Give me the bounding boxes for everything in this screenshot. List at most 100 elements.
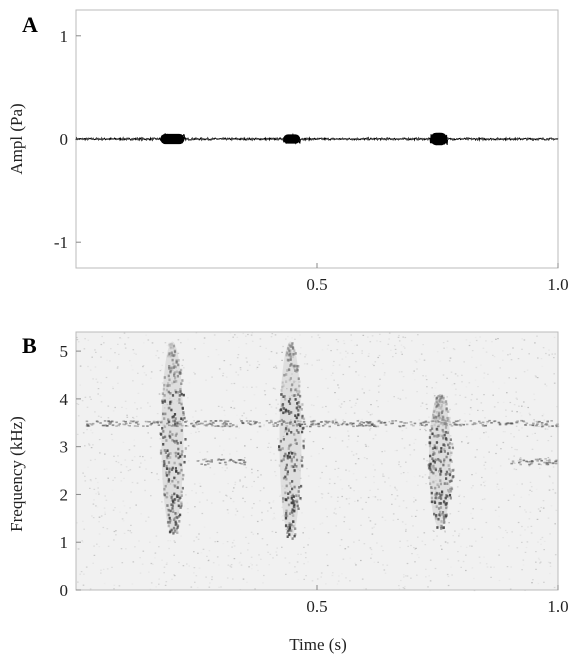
noise-speck	[518, 429, 520, 431]
noise-speck	[110, 348, 112, 350]
noise-speck	[203, 342, 205, 344]
call-speck	[301, 430, 304, 434]
call-speck	[440, 525, 443, 528]
call-speck	[285, 466, 288, 469]
call-speck	[431, 432, 434, 436]
tonal-band-speck	[537, 458, 540, 461]
call-speck	[289, 450, 292, 454]
noise-speck	[505, 409, 507, 411]
call-speck	[167, 461, 171, 464]
noise-speck	[485, 521, 488, 524]
call-speck	[178, 471, 181, 475]
call-speck	[289, 389, 293, 393]
tonal-band-speck	[234, 461, 238, 464]
call-speck	[286, 470, 289, 473]
call-speck	[175, 361, 178, 364]
noise-speck	[474, 456, 477, 458]
noise-speck	[217, 405, 220, 407]
noise-speck	[193, 483, 196, 485]
call-speck	[442, 396, 445, 400]
noise-speck	[198, 431, 200, 433]
call-speck	[285, 463, 288, 467]
noise-speck	[434, 567, 437, 570]
call-speck	[176, 495, 179, 498]
call-speck	[178, 462, 181, 466]
noise-speck	[410, 577, 412, 579]
tonal-band-speck	[328, 425, 331, 428]
noise-speck	[396, 495, 399, 497]
noise-speck	[369, 341, 372, 343]
noise-speck	[361, 352, 363, 354]
y-tick-label: 0	[60, 130, 69, 149]
call-speck	[285, 373, 288, 376]
call-speck	[437, 399, 441, 402]
call-speck	[295, 406, 298, 410]
noise-speck	[498, 579, 501, 582]
noise-speck	[168, 432, 170, 435]
call-speck	[174, 417, 177, 420]
panel-b-x-axis-title: Time (s)	[289, 635, 346, 654]
call-speck	[177, 524, 180, 528]
noise-speck	[90, 398, 92, 400]
noise-speck	[94, 411, 96, 413]
noise-speck	[366, 458, 368, 460]
call-speck	[284, 491, 287, 495]
noise-speck	[133, 439, 135, 441]
call-speck	[278, 448, 281, 452]
noise-speck	[455, 403, 458, 405]
noise-speck	[540, 561, 542, 563]
noise-speck	[523, 371, 526, 373]
call-speck	[163, 460, 166, 463]
call-speck	[449, 458, 452, 462]
call-speck	[436, 402, 439, 406]
noise-speck	[284, 557, 287, 559]
call-speck	[451, 446, 454, 450]
noise-speck	[95, 505, 97, 507]
noise-speck	[229, 565, 232, 567]
call-speck	[438, 401, 441, 404]
tonal-band-speck	[226, 420, 230, 423]
noise-speck	[449, 435, 452, 437]
call-speck	[179, 506, 182, 509]
tonal-band-speck	[358, 424, 361, 427]
noise-speck	[347, 430, 349, 432]
tonal-band-speck	[235, 425, 238, 428]
noise-speck	[120, 480, 123, 482]
noise-speck	[161, 501, 163, 503]
call-speck	[444, 426, 448, 429]
noise-speck	[106, 359, 108, 361]
call-speck	[180, 382, 183, 385]
noise-speck	[83, 573, 85, 575]
call-speck	[446, 482, 449, 485]
noise-speck	[507, 354, 509, 356]
noise-speck	[83, 528, 85, 530]
noise-speck	[469, 341, 471, 344]
noise-speck	[188, 524, 191, 526]
call-speck	[438, 513, 441, 516]
noise-speck	[413, 442, 415, 444]
noise-speck	[353, 541, 355, 543]
noise-speck	[556, 406, 558, 408]
noise-speck	[377, 385, 380, 387]
noise-speck	[84, 480, 87, 482]
call-speck	[435, 446, 438, 449]
noise-speck	[405, 461, 407, 463]
call-speck	[440, 527, 443, 530]
call-speck	[438, 406, 441, 410]
noise-speck	[543, 581, 545, 583]
call-speck	[298, 486, 301, 489]
tonal-band-speck	[324, 420, 327, 423]
call-speck	[171, 394, 175, 397]
noise-speck	[282, 519, 284, 521]
noise-speck	[532, 579, 534, 581]
noise-speck	[137, 372, 139, 374]
noise-speck	[87, 365, 89, 368]
noise-speck	[272, 501, 275, 503]
noise-speck	[444, 541, 447, 543]
noise-speck	[414, 438, 417, 441]
noise-speck	[255, 564, 258, 566]
tonal-band-speck	[508, 422, 511, 425]
noise-speck	[148, 571, 150, 573]
noise-speck	[333, 512, 335, 514]
tonal-band-speck	[300, 423, 304, 426]
